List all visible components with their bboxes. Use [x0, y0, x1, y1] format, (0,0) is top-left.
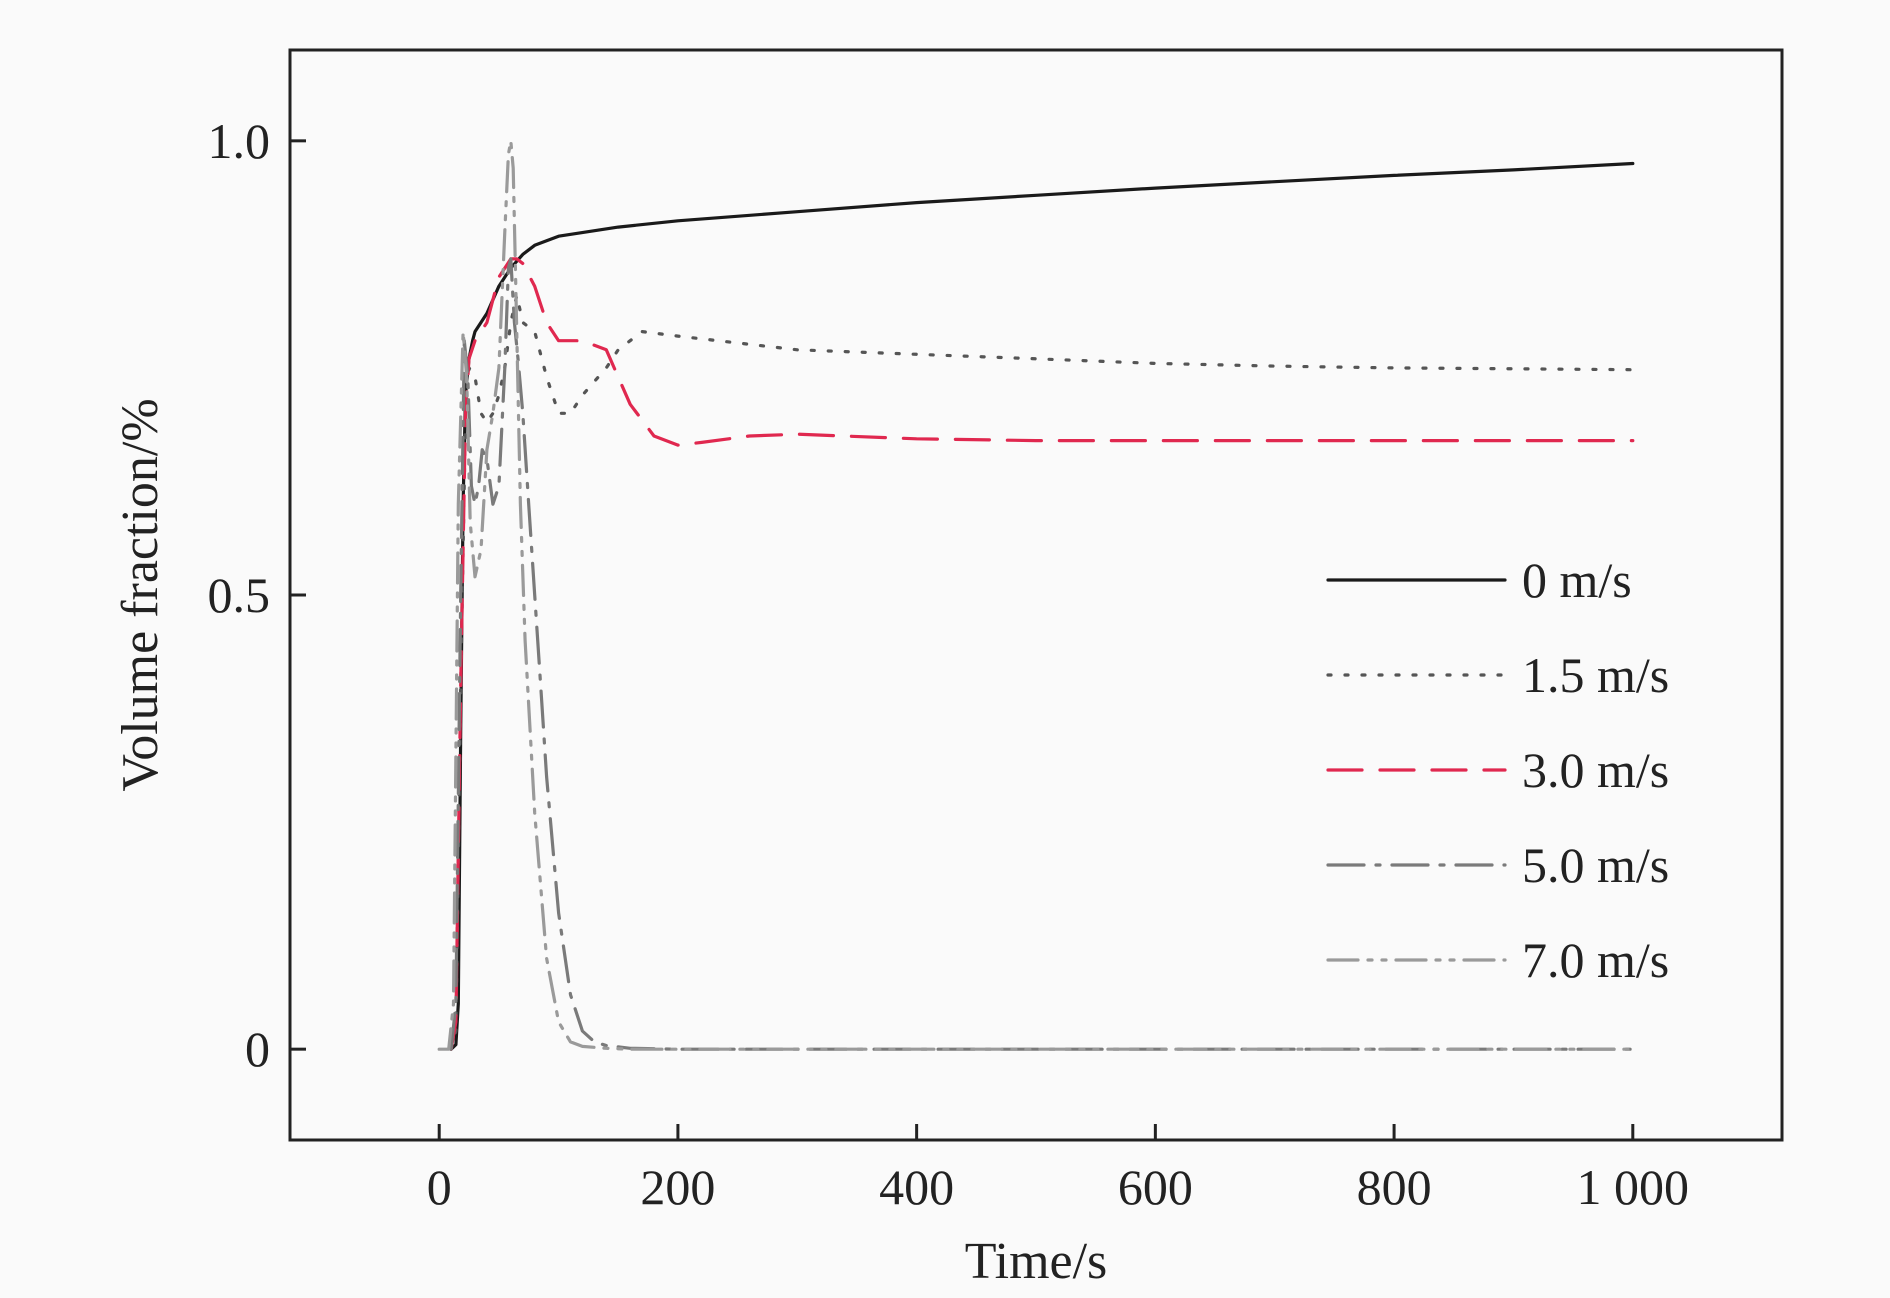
- y-axis-title: Volume fraction/%: [112, 398, 169, 791]
- legend-label-2: 3.0 m/s: [1522, 742, 1669, 798]
- x-tick-label: 400: [879, 1159, 954, 1215]
- legend-label-1: 1.5 m/s: [1522, 647, 1669, 703]
- y-tick-label: 0.5: [208, 567, 271, 623]
- x-tick-label: 800: [1357, 1159, 1432, 1215]
- legend: 0 m/s 1.5 m/s 3.0 m/s 5.0 m/s 7.0 m/s: [1326, 552, 1669, 988]
- legend-label-0: 0 m/s: [1522, 552, 1632, 608]
- x-axis-title: Time/s: [965, 1233, 1108, 1290]
- y-tick-label: 1.0: [208, 113, 271, 169]
- series-layer: [437, 139, 1635, 1051]
- legend-label-4: 7.0 m/s: [1522, 932, 1669, 988]
- x-tick-label: 600: [1118, 1159, 1193, 1215]
- x-tick-label: 1 000: [1577, 1159, 1690, 1215]
- x-tick-label: 0: [427, 1159, 452, 1215]
- ticks-layer: 0 200 400 600 800 1 000 0 0.5 1.0: [208, 113, 1690, 1215]
- y-tick-label: 0: [245, 1021, 270, 1077]
- legend-label-3: 5.0 m/s: [1522, 837, 1669, 893]
- series-line-4: [437, 139, 1635, 1051]
- x-tick-label: 200: [640, 1159, 715, 1215]
- series-line-2: [449, 257, 1635, 1051]
- series-line-1: [449, 293, 1635, 1051]
